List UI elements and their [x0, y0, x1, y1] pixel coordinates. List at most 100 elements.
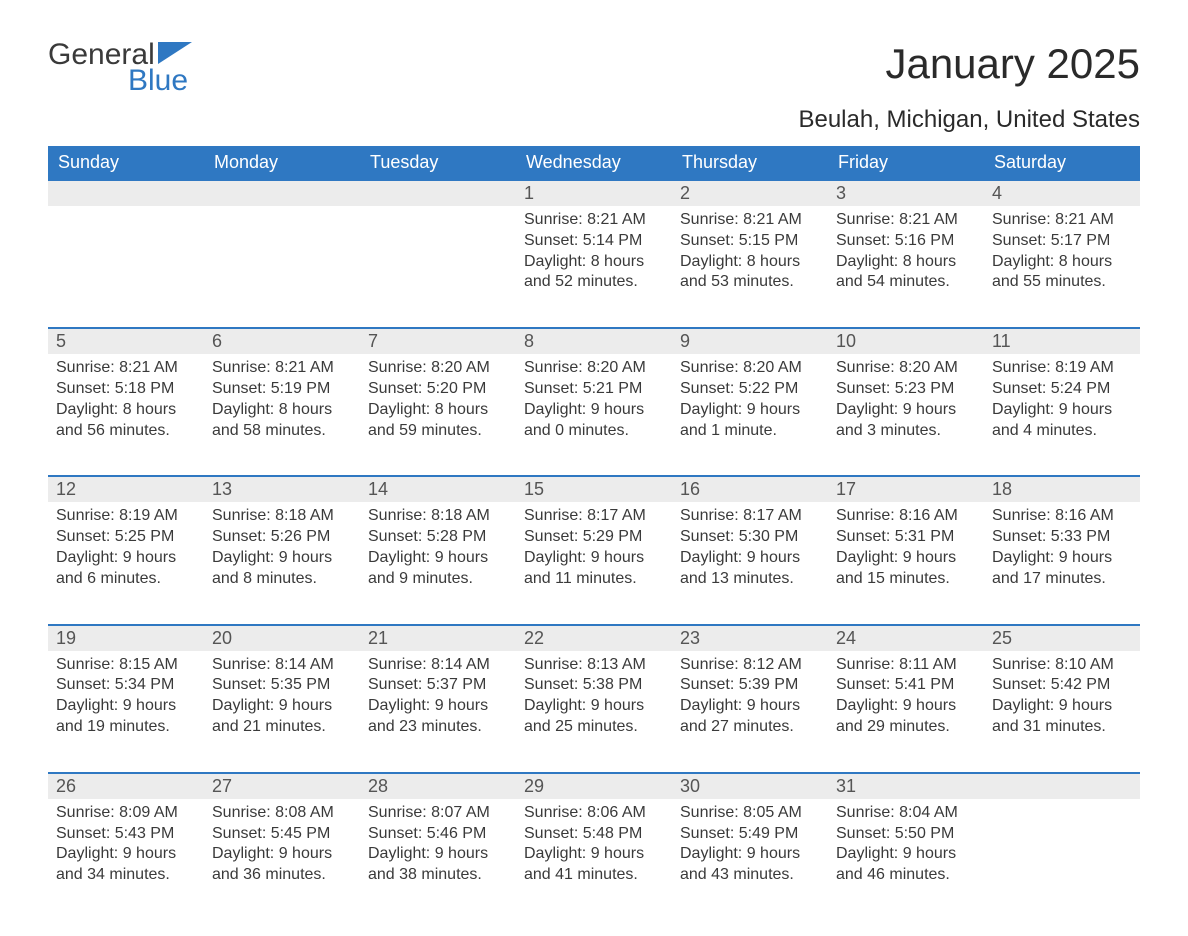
day-number-cell: 7	[360, 328, 516, 354]
day-details-cell: Sunrise: 8:21 AMSunset: 5:17 PMDaylight:…	[984, 206, 1140, 328]
day-dl1: Daylight: 8 hours	[836, 252, 976, 273]
day-ss: Sunset: 5:45 PM	[212, 824, 352, 845]
day-dl2: and 27 minutes.	[680, 717, 820, 738]
day-dl2: and 11 minutes.	[524, 569, 664, 590]
day-dl1: Daylight: 9 hours	[524, 696, 664, 717]
day-dl1: Daylight: 9 hours	[212, 548, 352, 569]
day-details-cell: Sunrise: 8:14 AMSunset: 5:35 PMDaylight:…	[204, 651, 360, 773]
day-ss: Sunset: 5:23 PM	[836, 379, 976, 400]
day-details-cell: Sunrise: 8:12 AMSunset: 5:39 PMDaylight:…	[672, 651, 828, 773]
day-dl1: Daylight: 8 hours	[212, 400, 352, 421]
day-dl2: and 34 minutes.	[56, 865, 196, 886]
day-ss: Sunset: 5:16 PM	[836, 231, 976, 252]
day-dl1: Daylight: 9 hours	[56, 548, 196, 569]
details-row: Sunrise: 8:21 AMSunset: 5:14 PMDaylight:…	[48, 206, 1140, 328]
day-ss: Sunset: 5:37 PM	[368, 675, 508, 696]
day-dl2: and 38 minutes.	[368, 865, 508, 886]
day-ss: Sunset: 5:29 PM	[524, 527, 664, 548]
day-sr: Sunrise: 8:06 AM	[524, 803, 664, 824]
day-ss: Sunset: 5:14 PM	[524, 231, 664, 252]
day-number-cell: 24	[828, 625, 984, 651]
day-number-cell: 16	[672, 476, 828, 502]
day-dl1: Daylight: 9 hours	[836, 400, 976, 421]
day-number-cell: 5	[48, 328, 204, 354]
day-number-cell: 17	[828, 476, 984, 502]
day-details-cell	[48, 206, 204, 328]
day-dl1: Daylight: 9 hours	[836, 696, 976, 717]
day-dl2: and 23 minutes.	[368, 717, 508, 738]
daynum-row: 262728293031	[48, 773, 1140, 799]
day-dl2: and 54 minutes.	[836, 272, 976, 293]
day-details-cell	[360, 206, 516, 328]
day-ss: Sunset: 5:30 PM	[680, 527, 820, 548]
day-number-cell	[48, 180, 204, 206]
day-dl1: Daylight: 8 hours	[524, 252, 664, 273]
day-ss: Sunset: 5:25 PM	[56, 527, 196, 548]
day-header: Sunday	[48, 146, 204, 180]
day-details-cell: Sunrise: 8:14 AMSunset: 5:37 PMDaylight:…	[360, 651, 516, 773]
day-details-cell: Sunrise: 8:21 AMSunset: 5:14 PMDaylight:…	[516, 206, 672, 328]
day-dl1: Daylight: 9 hours	[992, 400, 1132, 421]
day-number-cell: 18	[984, 476, 1140, 502]
day-dl2: and 8 minutes.	[212, 569, 352, 590]
day-sr: Sunrise: 8:21 AM	[992, 210, 1132, 231]
day-details-cell: Sunrise: 8:13 AMSunset: 5:38 PMDaylight:…	[516, 651, 672, 773]
day-number-cell: 21	[360, 625, 516, 651]
day-number-cell: 8	[516, 328, 672, 354]
day-dl1: Daylight: 9 hours	[524, 400, 664, 421]
day-dl2: and 36 minutes.	[212, 865, 352, 886]
day-ss: Sunset: 5:28 PM	[368, 527, 508, 548]
day-details-cell: Sunrise: 8:08 AMSunset: 5:45 PMDaylight:…	[204, 799, 360, 896]
day-number-cell: 31	[828, 773, 984, 799]
day-dl1: Daylight: 9 hours	[680, 844, 820, 865]
day-dl2: and 31 minutes.	[992, 717, 1132, 738]
month-title: January 2025	[798, 40, 1140, 88]
day-sr: Sunrise: 8:17 AM	[680, 506, 820, 527]
day-dl2: and 56 minutes.	[56, 421, 196, 442]
day-details-cell: Sunrise: 8:17 AMSunset: 5:30 PMDaylight:…	[672, 502, 828, 624]
day-ss: Sunset: 5:22 PM	[680, 379, 820, 400]
day-number-cell: 23	[672, 625, 828, 651]
day-number-cell: 14	[360, 476, 516, 502]
day-dl1: Daylight: 9 hours	[680, 696, 820, 717]
day-dl2: and 6 minutes.	[56, 569, 196, 590]
day-dl1: Daylight: 9 hours	[56, 844, 196, 865]
day-dl2: and 59 minutes.	[368, 421, 508, 442]
day-ss: Sunset: 5:31 PM	[836, 527, 976, 548]
title-block: January 2025 Beulah, Michigan, United St…	[798, 40, 1140, 134]
day-details-cell: Sunrise: 8:20 AMSunset: 5:21 PMDaylight:…	[516, 354, 672, 476]
day-dl2: and 41 minutes.	[524, 865, 664, 886]
calendar-table: SundayMondayTuesdayWednesdayThursdayFrid…	[48, 146, 1140, 896]
header: General Blue January 2025 Beulah, Michig…	[48, 40, 1140, 134]
day-dl2: and 9 minutes.	[368, 569, 508, 590]
day-number-cell: 1	[516, 180, 672, 206]
day-number-cell: 27	[204, 773, 360, 799]
day-details-cell: Sunrise: 8:19 AMSunset: 5:24 PMDaylight:…	[984, 354, 1140, 476]
day-sr: Sunrise: 8:20 AM	[680, 358, 820, 379]
day-sr: Sunrise: 8:11 AM	[836, 655, 976, 676]
day-number-cell: 9	[672, 328, 828, 354]
day-dl2: and 1 minute.	[680, 421, 820, 442]
day-details-cell: Sunrise: 8:20 AMSunset: 5:22 PMDaylight:…	[672, 354, 828, 476]
day-sr: Sunrise: 8:09 AM	[56, 803, 196, 824]
day-number-cell: 12	[48, 476, 204, 502]
day-sr: Sunrise: 8:20 AM	[836, 358, 976, 379]
day-header: Wednesday	[516, 146, 672, 180]
day-details-cell: Sunrise: 8:21 AMSunset: 5:18 PMDaylight:…	[48, 354, 204, 476]
day-dl1: Daylight: 9 hours	[680, 400, 820, 421]
day-dl1: Daylight: 9 hours	[836, 844, 976, 865]
day-sr: Sunrise: 8:16 AM	[992, 506, 1132, 527]
day-sr: Sunrise: 8:21 AM	[836, 210, 976, 231]
details-row: Sunrise: 8:19 AMSunset: 5:25 PMDaylight:…	[48, 502, 1140, 624]
logo: General Blue	[48, 40, 192, 96]
day-sr: Sunrise: 8:17 AM	[524, 506, 664, 527]
day-dl1: Daylight: 9 hours	[836, 548, 976, 569]
day-sr: Sunrise: 8:08 AM	[212, 803, 352, 824]
day-number-cell: 13	[204, 476, 360, 502]
day-number-cell: 25	[984, 625, 1140, 651]
day-ss: Sunset: 5:33 PM	[992, 527, 1132, 548]
day-ss: Sunset: 5:41 PM	[836, 675, 976, 696]
day-dl2: and 46 minutes.	[836, 865, 976, 886]
day-ss: Sunset: 5:19 PM	[212, 379, 352, 400]
day-ss: Sunset: 5:24 PM	[992, 379, 1132, 400]
